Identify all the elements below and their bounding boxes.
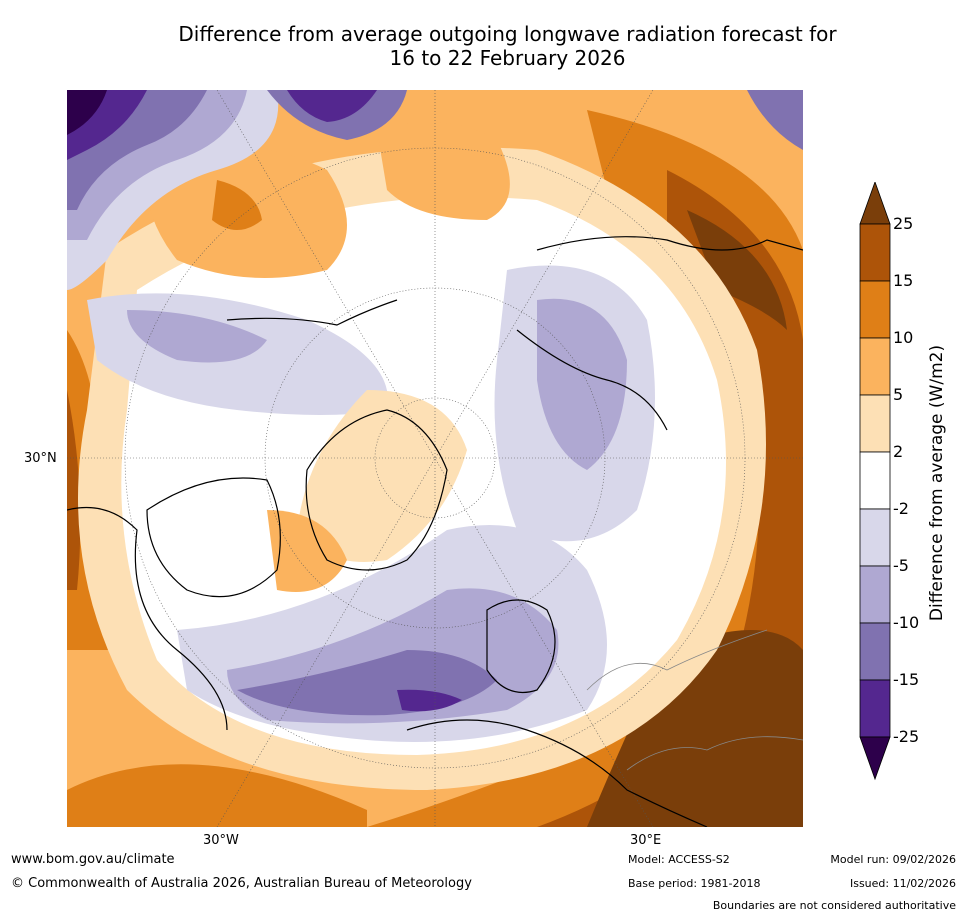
colorbar-svg [859,180,891,781]
colorbar-title: Difference from average (W/m2) [927,344,947,622]
colorbar-block-15_25 [859,223,891,282]
footer-copyright: © Commonwealth of Australia 2026, Austra… [11,876,472,891]
colorbar-block-n25_n15 [859,679,891,738]
coastlines [67,236,803,827]
map-svg [67,90,803,827]
anomaly-field [67,90,803,827]
field-darkbrown-se [587,630,803,827]
coast-scandinavia [486,599,556,694]
field-brown-west [67,390,81,590]
colorbar-block-n10_n5 [859,565,891,624]
footer-model: Model: ACCESS-S2 [628,853,730,866]
graticule-lat-80 [374,397,496,519]
field-darkest-nw [67,90,107,135]
graticule [67,90,803,827]
footer-website[interactable]: www.bom.gov.au/climate [11,852,175,867]
field-deeppurple-north [287,90,377,122]
colorbar-block-2_5 [859,394,891,453]
colorbar-tick-label: -25 [893,727,920,746]
colorbar-block-n2_2 [859,451,891,510]
colorbar-tick-label: -15 [893,670,920,689]
coast-europe [406,719,708,827]
field-purple-siberia [537,298,627,470]
footer-base-period: Base period: 1981-2018 [628,877,761,890]
title-line-2: 16 to 22 February 2026 [389,46,626,70]
colorbar-tick-label: -2 [893,499,909,518]
field-darkbrown-ne [687,210,787,330]
title-line-1: Difference from average outgoing longwav… [178,22,837,46]
polar-map[interactable] [67,90,803,827]
field-alaska-orange [377,122,510,220]
border-lines-2 [626,736,803,771]
colorbar-block-5_10 [859,337,891,396]
colorbar-tick-label: 25 [893,214,914,233]
footer-model-run: Model run: 09/02/2026 [830,853,956,866]
coast-siberia-east [536,236,803,251]
colorbar-tick-label: 2 [893,442,904,461]
colorbar-tick-label: -5 [893,556,909,575]
field-orange-south [67,764,367,827]
colorbar-extend-max [859,180,891,225]
colorbar-tick-label: 5 [893,385,904,404]
footer-issued: Issued: 11/02/2026 [849,877,956,890]
lon-label-30w: 30°W [203,833,239,848]
colorbar [858,180,948,782]
footer-disclaimer: Boundaries are not considered authoritat… [712,899,956,912]
colorbar-tick-label: 10 [893,328,914,347]
colorbar-block-n15_n10 [859,622,891,681]
borders [586,629,803,771]
coast-siberia-north [516,329,668,431]
field-orange-canada [267,510,347,592]
field-purple-ne [747,90,803,150]
border-lines-1 [586,629,768,691]
coast-alaska [226,299,398,326]
field-deep-purple-atlantic [397,689,462,712]
coast-canada-arctic [146,477,281,598]
colorbar-block-10_15 [859,280,891,339]
lon-label-30e: 30°E [630,833,662,848]
field-purple-pacific [127,310,267,363]
coast-greenland [305,409,448,571]
colorbar-blocks [859,180,891,781]
chart-title: Difference from average outgoing longwav… [110,22,905,70]
colorbar-extend-min [859,736,891,781]
coast-north-america [67,506,228,731]
lat-label-30n: 30°N [24,451,57,466]
colorbar-block-n5_n2 [859,508,891,567]
colorbar-tick-label: -10 [893,613,920,632]
field-pacific-darkorange [212,180,262,230]
colorbar-tick-label: 15 [893,271,914,290]
